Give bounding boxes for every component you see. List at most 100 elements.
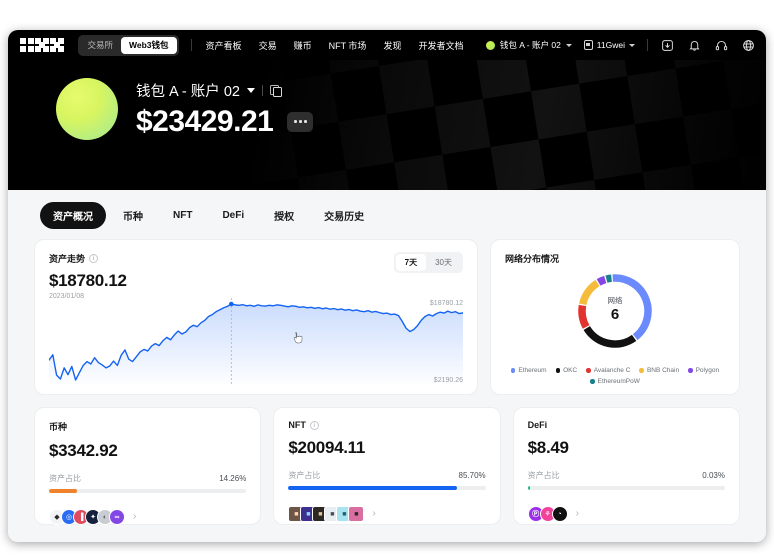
legend-item-avalanche-c[interactable]: Avalanche C [586, 367, 630, 374]
axis-label-bottom-wrap: $2190.26 [434, 377, 463, 384]
chevron-down-icon[interactable] [246, 87, 255, 93]
defi-stat-card: DeFi $8.49 资产占比 0.03% Ⓟ ⚘ ◔ › [512, 407, 740, 525]
nft-icon-stack-row[interactable]: ■ ■ ■ ■ ■ ■ › [288, 506, 485, 522]
top-navigation-bar: 交易所 Web3钱包 资产看板 交易 赚币 NFT 市场 发现 开发者文档 钱包… [8, 30, 766, 60]
info-icon[interactable]: i [89, 254, 99, 263]
gas-pump-icon [583, 40, 593, 50]
legend-label: Polygon [695, 367, 720, 374]
legend-color-dot [688, 368, 693, 373]
product-switcher[interactable]: 交易所 Web3钱包 [77, 34, 179, 56]
more-options-button[interactable] [287, 111, 314, 132]
segment-web3-wallet[interactable]: Web3钱包 [121, 36, 177, 54]
asset-trend-date: 2023/01/08 [49, 293, 85, 300]
globe-icon[interactable] [741, 38, 756, 53]
legend-item-polygon[interactable]: Polygon [688, 367, 719, 374]
chevron-right-icon[interactable]: › [372, 508, 376, 519]
nav-right-cluster: 钱包 A - 账户 02 11Gwei [485, 38, 756, 53]
legend-color-dot [586, 368, 591, 373]
info-icon[interactable]: i [309, 420, 319, 430]
dashboard-body: 资产概况 币种 NFT DeFi 授权 交易历史 资产走势 i $18780.1… [8, 190, 766, 542]
legend-label: Ethereum [518, 367, 547, 374]
nft-ratio-label: 资产占比 [288, 471, 321, 480]
nav-link-discover[interactable]: 发现 [383, 40, 402, 51]
donut-segment-polygon[interactable] [596, 275, 607, 286]
nav-link-earn[interactable]: 赚币 [293, 40, 312, 51]
tokens-progress-fill [49, 489, 78, 493]
tokens-total-value: $3342.92 [49, 441, 118, 460]
network-donut-chart[interactable]: 网络 6 [505, 269, 725, 353]
donut-segment-ethereumpow[interactable] [605, 274, 612, 283]
browser-window: 交易所 Web3钱包 资产看板 交易 赚币 NFT 市场 发现 开发者文档 钱包… [8, 30, 766, 542]
nav-link-developer-docs[interactable]: 开发者文档 [418, 40, 464, 51]
top-card-row: 资产走势 i $18780.12 2023/01/08 7天 30天 [34, 239, 740, 395]
donut-segment-okc[interactable] [583, 325, 637, 348]
trend-area-fill [49, 304, 463, 384]
network-distribution-title: 网络分布情况 [505, 254, 560, 264]
asset-trend-title-row: 资产走势 i [49, 252, 463, 265]
chevron-right-icon[interactable]: › [133, 511, 137, 522]
wallet-selector[interactable]: 钱包 A - 账户 02 [485, 39, 572, 51]
chevron-right-icon[interactable]: › [575, 508, 579, 519]
logo-k-icon [35, 38, 49, 52]
tokens-ratio-percent: 14.26% [219, 474, 247, 483]
donut-segment-avalanche-c[interactable] [578, 304, 590, 329]
bell-icon[interactable] [687, 38, 702, 53]
donut-center-count: 6 [610, 306, 620, 323]
legend-item-ethereumpow[interactable]: EthereumPoW [590, 378, 640, 385]
legend-color-dot [555, 368, 561, 373]
wallet-avatar-dot [485, 40, 495, 50]
axis-label-max: $18780.12 [430, 300, 463, 307]
range-30d[interactable]: 30天 [435, 258, 452, 267]
legend-label: EthereumPoW [597, 378, 640, 385]
legend-item-okc[interactable]: OKC [555, 367, 577, 374]
range-toggle: 7天 30天 [393, 252, 463, 273]
balance-row: $23429.21 [136, 105, 314, 139]
nft-progress-track [288, 486, 486, 490]
headset-icon[interactable] [714, 38, 729, 53]
account-hero-banner: 钱包 A - 账户 02 $23429.21 [8, 60, 766, 190]
download-icon[interactable] [660, 38, 675, 53]
defi-ratio-row: 资产占比 0.03% [528, 470, 725, 481]
donut-segment-ethereum[interactable] [612, 274, 652, 341]
defi-icon-stack-row[interactable]: Ⓟ ⚘ ◔ › [527, 506, 725, 522]
tab-defi[interactable]: DeFi [222, 210, 245, 221]
nav-link-nft-market[interactable]: NFT 市场 [328, 40, 367, 51]
tab-tokens[interactable]: 币种 [123, 212, 143, 223]
stat-card-row: 币种 $3342.92 资产占比 14.26% ◆ ◎ ▐ ✦ ◐ ∞ › NFT [34, 407, 740, 525]
legend-item-bnb-chain[interactable]: BNB Chain [639, 367, 679, 374]
donut-chart-svg [578, 274, 652, 348]
asset-trend-chart[interactable]: $18780.12 $2190.26 [49, 298, 463, 384]
tab-overview[interactable]: 资产概况 [40, 202, 106, 229]
tokens-ratio-row: 资产占比 14.26% [49, 473, 246, 484]
defi-total-value: $8.49 [527, 438, 569, 457]
asset-trend-value: $18780.12 [49, 271, 127, 290]
copy-address-icon[interactable] [269, 84, 282, 97]
nav-link-trade[interactable]: 交易 [258, 40, 277, 51]
legend-color-dot [639, 368, 644, 373]
tokens-icon-stack-row[interactable]: ◆ ◎ ▐ ✦ ◐ ∞ › [49, 509, 246, 525]
tokens-stat-card: 币种 $3342.92 资产占比 14.26% ◆ ◎ ▐ ✦ ◐ ∞ › [34, 407, 262, 525]
segment-exchange[interactable]: 交易所 [87, 40, 114, 50]
legend-item-ethereum[interactable]: Ethereum [510, 367, 547, 374]
network-legend: Ethereum OKC Avalanche C BNB Chain Polygon Et… [501, 367, 729, 385]
gas-price-indicator[interactable]: 11Gwei [583, 40, 635, 50]
legend-label: BNB Chain [646, 367, 680, 374]
nft-stat-card: NFT i $20094.11 资产占比 85.70% ■ ■ ■ ■ ■ ■ › [273, 407, 501, 525]
defi-ratio-label: 资产占比 [527, 471, 560, 480]
tab-nft[interactable]: NFT [173, 210, 193, 221]
avatar [56, 78, 118, 140]
defi-progress-track [527, 486, 725, 490]
tokens-card-title: 币种 [49, 422, 68, 432]
logo-x-icon [50, 38, 64, 52]
nft-icon-stack: ■ ■ ■ ■ ■ ■ [288, 506, 365, 522]
tab-approvals[interactable]: 授权 [274, 212, 295, 223]
okx-logo[interactable] [20, 38, 64, 52]
asset-icon-3: ◔ [551, 506, 568, 522]
nav-link-assets[interactable]: 资产看板 [205, 40, 242, 51]
primary-nav-links: 资产看板 交易 赚币 NFT 市场 发现 开发者文档 [206, 39, 464, 52]
donut-segment-bnb-chain[interactable] [579, 279, 600, 306]
tab-transaction-history[interactable]: 交易历史 [324, 212, 365, 223]
legend-label: Avalanche C [593, 367, 631, 374]
range-7d[interactable]: 7天 [395, 254, 427, 271]
tokens-icon-stack: ◆ ◎ ▐ ✦ ◐ ∞ [49, 509, 125, 525]
